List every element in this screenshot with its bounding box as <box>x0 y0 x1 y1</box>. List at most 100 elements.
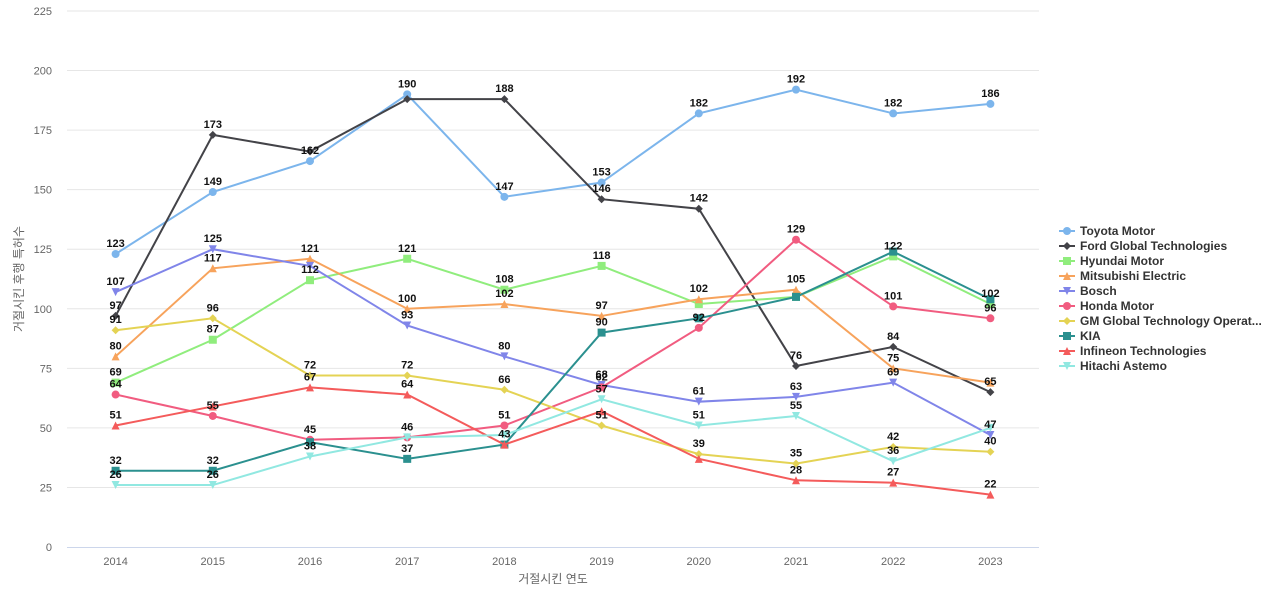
data-point <box>694 295 703 304</box>
data-label: 87 <box>207 324 219 336</box>
legend-item: Bosch <box>1059 284 1117 298</box>
data-point <box>403 90 412 99</box>
data-label: 62 <box>595 371 607 383</box>
data-label: 35 <box>790 448 802 460</box>
data-point <box>500 352 509 361</box>
data-point <box>792 235 800 244</box>
data-label: 37 <box>401 443 413 455</box>
data-label: 39 <box>693 438 705 450</box>
data-point <box>597 328 606 337</box>
series-line <box>115 398 991 487</box>
data-point <box>986 295 995 304</box>
x-tick-label: 2014 <box>103 556 127 568</box>
data-label: 146 <box>592 183 610 195</box>
data-label: 125 <box>204 233 222 245</box>
data-label: 38 <box>304 440 316 452</box>
data-point <box>208 264 217 273</box>
y-tick-label: 50 <box>40 423 52 435</box>
data-point <box>597 421 606 430</box>
data-label: 64 <box>401 379 414 391</box>
data-label: 142 <box>690 193 708 205</box>
x-tick-label: 2018 <box>492 556 516 568</box>
data-label: 108 <box>495 274 513 286</box>
data-point <box>306 157 314 166</box>
data-point <box>403 304 412 313</box>
data-point <box>694 397 703 406</box>
data-label: 92 <box>693 312 705 324</box>
legend-label: Toyota Motor <box>1080 224 1155 238</box>
y-tick-label: 0 <box>46 542 52 554</box>
data-point <box>500 431 509 440</box>
data-point <box>111 288 120 297</box>
series-0 <box>111 85 995 258</box>
data-label: 102 <box>690 283 708 295</box>
data-point <box>111 311 120 320</box>
x-tick-label: 2019 <box>589 556 613 568</box>
data-point <box>889 342 898 351</box>
data-point <box>111 352 120 361</box>
data-label: 32 <box>207 455 219 467</box>
data-point <box>208 130 217 139</box>
data-point <box>986 490 995 499</box>
data-label: 188 <box>495 83 513 95</box>
data-label: 182 <box>690 97 708 109</box>
data-point <box>306 452 314 461</box>
data-point <box>597 195 606 204</box>
y-tick-label: 125 <box>34 244 52 256</box>
data-point <box>986 447 995 456</box>
x-tick-label: 2016 <box>298 556 322 568</box>
series-3 <box>111 254 995 387</box>
legend-marker <box>1063 257 1071 265</box>
data-label: 123 <box>106 238 124 250</box>
data-point <box>403 371 412 380</box>
data-point <box>889 247 898 256</box>
data-point <box>111 481 120 490</box>
y-tick-label: 200 <box>34 66 52 78</box>
data-point <box>500 385 509 394</box>
data-labels: 123 149 162 190 147 153 182 192 182 186 97 173 188 14… <box>106 74 999 491</box>
data-point <box>597 261 606 270</box>
data-point <box>889 252 898 261</box>
legend-item: Ford Global Technologies <box>1059 239 1227 253</box>
series-line <box>115 317 991 465</box>
data-label: 65 <box>984 376 996 388</box>
data-point <box>111 421 120 430</box>
y-axis-ticks: 0 25 50 75 100 125 150 175 200 225 <box>34 6 52 554</box>
data-label: 61 <box>693 386 705 398</box>
data-point <box>986 99 995 108</box>
y-tick-label: 100 <box>34 304 52 316</box>
data-label: 36 <box>887 445 899 457</box>
data-label: 107 <box>106 276 124 288</box>
x-tick-label: 2023 <box>978 556 1002 568</box>
data-label: 28 <box>790 464 802 476</box>
data-label: 47 <box>984 419 996 431</box>
y-tick-label: 25 <box>40 482 52 494</box>
data-label: 97 <box>109 300 121 312</box>
data-point <box>306 147 314 156</box>
legend-marker <box>1063 227 1071 235</box>
data-point <box>986 314 995 323</box>
series-line <box>115 238 991 441</box>
data-point <box>500 421 509 430</box>
legend-item: Infineon Technologies <box>1059 344 1207 358</box>
y-tick-label: 175 <box>34 125 52 137</box>
data-point <box>403 390 412 399</box>
data-label: 190 <box>398 78 416 90</box>
data-label: 51 <box>498 410 510 422</box>
data-label: 84 <box>887 331 900 343</box>
data-point <box>986 388 995 397</box>
data-label: 149 <box>204 176 222 188</box>
data-point <box>111 466 120 475</box>
data-label: 129 <box>787 224 805 236</box>
data-point <box>792 85 800 94</box>
data-label: 42 <box>887 431 899 443</box>
series-1 <box>111 95 995 397</box>
data-point <box>694 421 703 430</box>
data-label: 64 <box>109 379 122 391</box>
data-point <box>694 454 703 463</box>
legend-item: Toyota Motor <box>1059 224 1155 238</box>
series-4 <box>111 245 995 440</box>
series-7 <box>111 247 995 475</box>
data-point <box>792 292 800 301</box>
data-point <box>500 95 509 104</box>
